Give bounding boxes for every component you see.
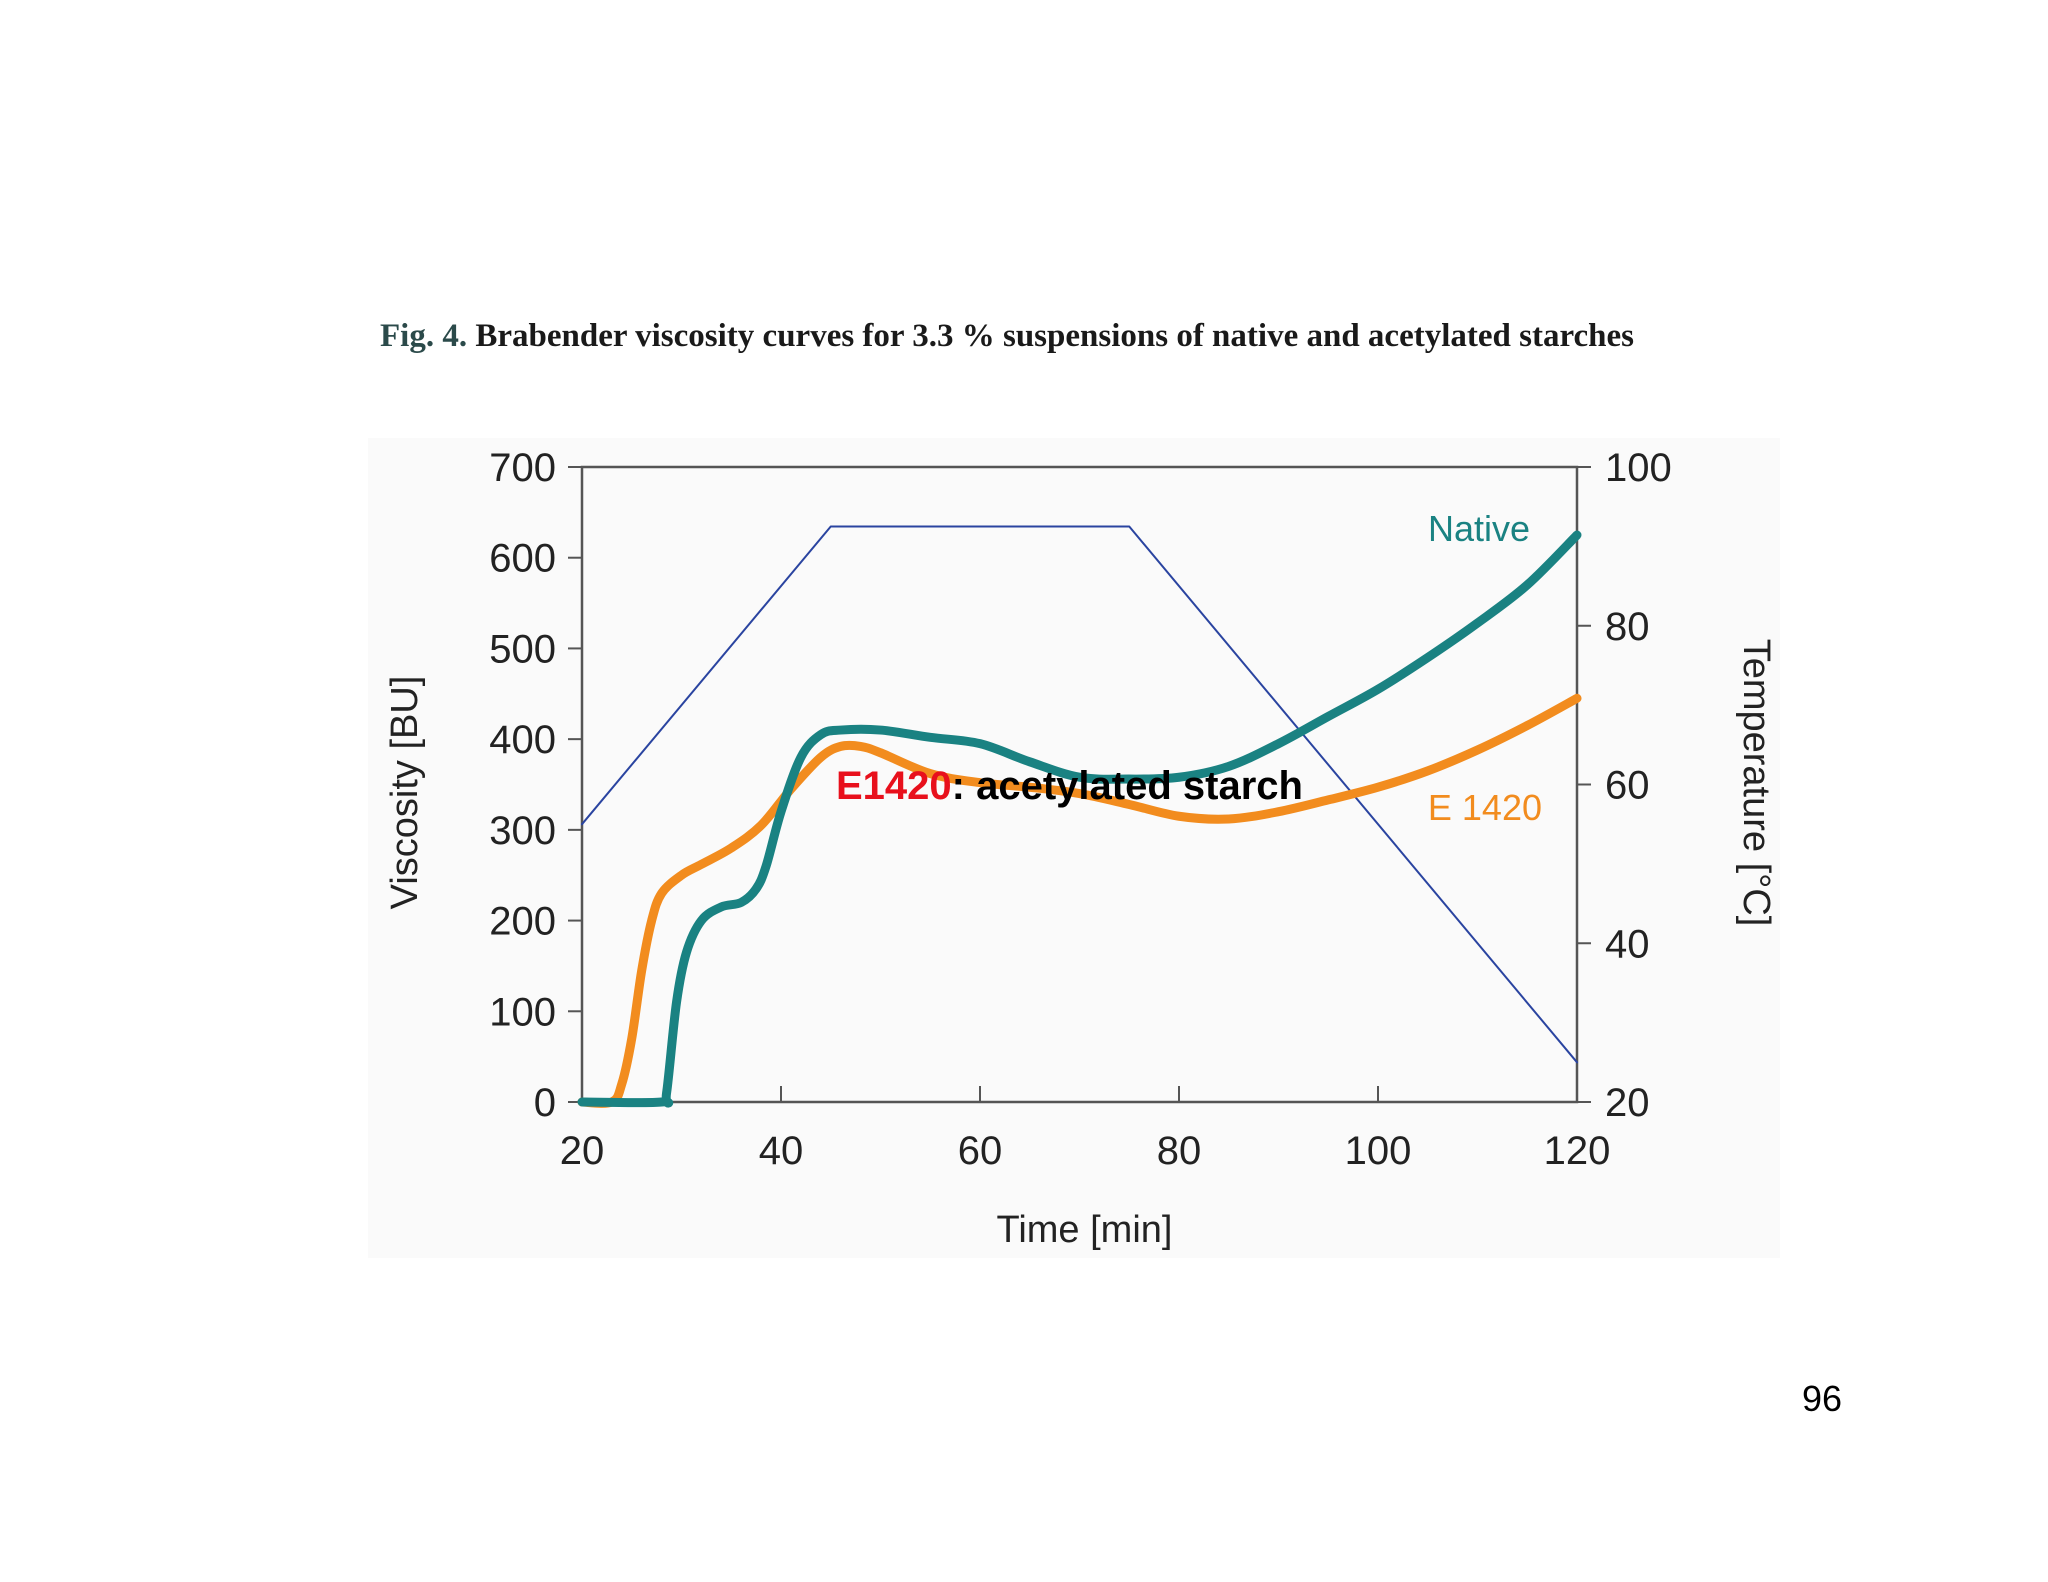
y2-tick-label: 60 bbox=[1605, 764, 1650, 808]
x-tick-label: 100 bbox=[1345, 1129, 1412, 1173]
figure-caption-text: Brabender viscosity curves for 3.3 % sus… bbox=[475, 318, 1634, 354]
x-tick-label: 40 bbox=[759, 1129, 804, 1173]
native-series-line bbox=[577, 530, 1582, 1108]
y2-tick-label: 80 bbox=[1605, 605, 1650, 649]
y-tick-label: 300 bbox=[489, 809, 556, 853]
x-tick-label: 20 bbox=[560, 1129, 605, 1173]
x-axis-title: Time [min] bbox=[997, 1209, 1173, 1251]
y-tick-label: 400 bbox=[489, 718, 556, 762]
e1420-annotation: E1420: acetylated starch bbox=[836, 764, 1303, 809]
e1420-series-line bbox=[577, 693, 1582, 1108]
x-tick-label: 80 bbox=[1157, 1129, 1202, 1173]
e1420-code: E1420 bbox=[836, 764, 952, 808]
y-tick-label: 100 bbox=[489, 990, 556, 1034]
y-tick-label: 700 bbox=[489, 446, 556, 490]
y2-tick-label: 40 bbox=[1605, 922, 1650, 966]
native-series-label: Native bbox=[1428, 508, 1530, 549]
y-axis-title: Viscosity [BU] bbox=[384, 676, 426, 910]
y-tick-label: 500 bbox=[489, 627, 556, 671]
e1420-series-label: E 1420 bbox=[1428, 787, 1542, 828]
figure-background bbox=[368, 438, 1780, 1258]
e1420-annotation-text: : acetylated starch bbox=[951, 764, 1303, 808]
y2-axis-title: Temperature [°C] bbox=[1735, 639, 1777, 927]
y-tick-label: 600 bbox=[489, 537, 556, 581]
y-tick-label: 200 bbox=[489, 900, 556, 944]
y-tick-label: 0 bbox=[534, 1081, 556, 1125]
page-number: 96 bbox=[1802, 1378, 1843, 1419]
y2-tick-label: 20 bbox=[1605, 1081, 1650, 1125]
x-tick-label: 120 bbox=[1544, 1129, 1611, 1173]
x-tick-label: 60 bbox=[958, 1129, 1003, 1173]
y2-tick-label: 100 bbox=[1605, 446, 1672, 490]
figure-caption: Fig. 4. Brabender viscosity curves for 3… bbox=[380, 308, 1680, 365]
figure-label: Fig. 4. bbox=[380, 318, 468, 354]
